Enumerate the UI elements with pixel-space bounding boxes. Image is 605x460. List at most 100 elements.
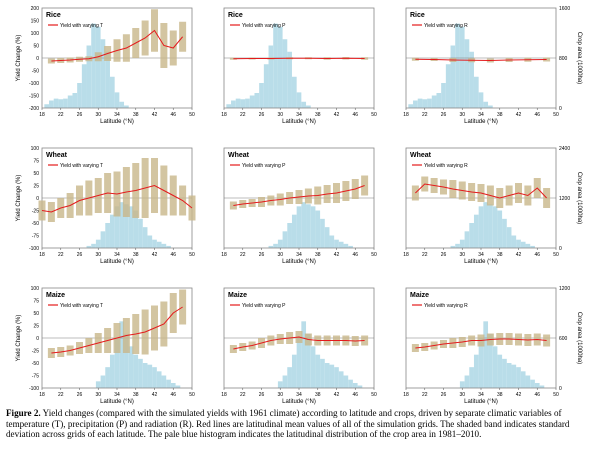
crop-area-bar (315, 210, 321, 248)
x-tick-label: 34 (478, 252, 484, 258)
y-tick-label: 50 (33, 43, 39, 49)
x-tick-label: 18 (403, 392, 409, 398)
crop-area-bar (287, 51, 292, 108)
crop-area-bar (431, 95, 437, 108)
x-tick-label: 18 (39, 112, 45, 118)
crop-area-bar (277, 239, 283, 248)
x-tick-label: 26 (259, 252, 265, 258)
crop-area-bar (291, 354, 297, 388)
x-tick-label: 50 (371, 252, 377, 258)
crop-area-bar (95, 381, 101, 388)
x-tick-label: 22 (240, 392, 246, 398)
x-tick-label: 26 (259, 392, 265, 398)
crop-area-bar (128, 206, 134, 248)
x-axis-label: Latitude (°N) (100, 119, 134, 125)
crop-area-bar (77, 83, 82, 108)
crop-area-bar (413, 100, 418, 108)
crop-area-bar (49, 100, 54, 108)
x-axis-label: Latitude (°N) (464, 259, 498, 265)
y-tick-label: -50 (32, 221, 39, 227)
crop-area-bar (119, 202, 125, 248)
crop-area-bar (296, 206, 302, 248)
x-tick-label: 22 (240, 112, 246, 118)
crop-area-bar (310, 346, 316, 388)
crop-area-bar (277, 381, 283, 388)
x-tick-label: 42 (334, 392, 340, 398)
y-tick-label: 25 (33, 183, 39, 189)
crop-area-bar (352, 383, 358, 388)
y2-tick-label: 1200 (559, 196, 570, 202)
crop-area-bar (338, 371, 344, 388)
panel-maize-1: 18 22 26 30 34 38 42 46 50 Latitude (°N) -100 -75 -5… (16, 286, 195, 405)
crop-area-bar (119, 321, 125, 388)
crop-area-bar (53, 98, 59, 108)
x-tick-label: 30 (95, 112, 101, 118)
crop-area-bar (450, 245, 456, 248)
crop-area-bar (320, 218, 325, 248)
caption-text: Yield changes (compared with the simulat… (6, 408, 570, 440)
panel-rice-2: 18 22 26 30 34 38 42 46 50 Latitude (°N) Rice Yield… (221, 7, 377, 125)
x-tick-label: 46 (534, 392, 540, 398)
crop-area-bar (455, 23, 460, 108)
x-tick-label: 42 (516, 392, 522, 398)
crop-area-bar (497, 210, 503, 248)
crop-area-bar (483, 321, 489, 388)
crop-area-bar (422, 99, 428, 108)
crop-area-bar (334, 367, 339, 388)
y-tick-label: -150 (29, 93, 39, 99)
crop-area-bar (273, 243, 278, 248)
crop-area-bar (58, 99, 64, 108)
crop-area-bar (483, 101, 489, 108)
x-tick-label: 30 (459, 252, 465, 258)
crop-area-bar (324, 227, 330, 248)
crop-area-bar (128, 346, 134, 388)
panel-title: Rice (46, 12, 61, 19)
x-tick-label: 18 (39, 252, 45, 258)
y-tick-label: 200 (31, 6, 40, 12)
crop-area-bar (436, 93, 442, 108)
crop-area-bar (166, 245, 171, 248)
legend-label: Yield with varying R (424, 23, 468, 29)
x-tick-label: 34 (296, 392, 302, 398)
y-tick-label: 25 (33, 323, 39, 329)
crop-area-bar (445, 64, 451, 108)
crop-area-bar (497, 354, 503, 388)
crop-area-bar (95, 26, 101, 108)
x-tick-label: 26 (441, 252, 447, 258)
crop-area-bar (488, 105, 493, 108)
y-tick-label: -50 (32, 361, 39, 367)
x-tick-label: 18 (403, 112, 409, 118)
x-tick-label: 46 (170, 392, 176, 398)
crop-area-bar (348, 379, 353, 388)
crop-area-bar (100, 375, 106, 388)
x-tick-label: 38 (497, 112, 503, 118)
crop-area-bar (478, 92, 484, 108)
y2-tick-label: 800 (559, 56, 568, 62)
crop-area-bar (161, 243, 167, 248)
crop-area-bar (86, 45, 92, 108)
crop-area-bar (455, 243, 460, 248)
mean-line (233, 185, 365, 206)
mean-line (51, 29, 184, 62)
panel-title: Maize (46, 292, 65, 299)
x-tick-label: 38 (133, 392, 139, 398)
panel-title: Maize (410, 292, 429, 299)
x-tick-label: 42 (516, 252, 522, 258)
x-tick-label: 22 (422, 392, 428, 398)
crop-area-bar (268, 45, 274, 108)
crop-area-bar (408, 104, 414, 108)
x-tick-label: 38 (315, 112, 321, 118)
x-tick-label: 34 (296, 112, 302, 118)
x-tick-label: 38 (315, 252, 321, 258)
y2-tick-label: 600 (559, 336, 568, 342)
crop-area-bar (152, 239, 157, 248)
x-tick-label: 46 (352, 252, 358, 258)
y2-axis-label: Crop area (1000ha) (576, 312, 582, 364)
crop-area-bar (254, 93, 260, 108)
crop-area-bar (249, 95, 255, 108)
x-tick-label: 34 (114, 112, 120, 118)
x-tick-label: 38 (497, 252, 503, 258)
x-tick-label: 22 (422, 252, 428, 258)
y-tick-label: -100 (29, 386, 39, 392)
x-tick-label: 30 (459, 112, 465, 118)
